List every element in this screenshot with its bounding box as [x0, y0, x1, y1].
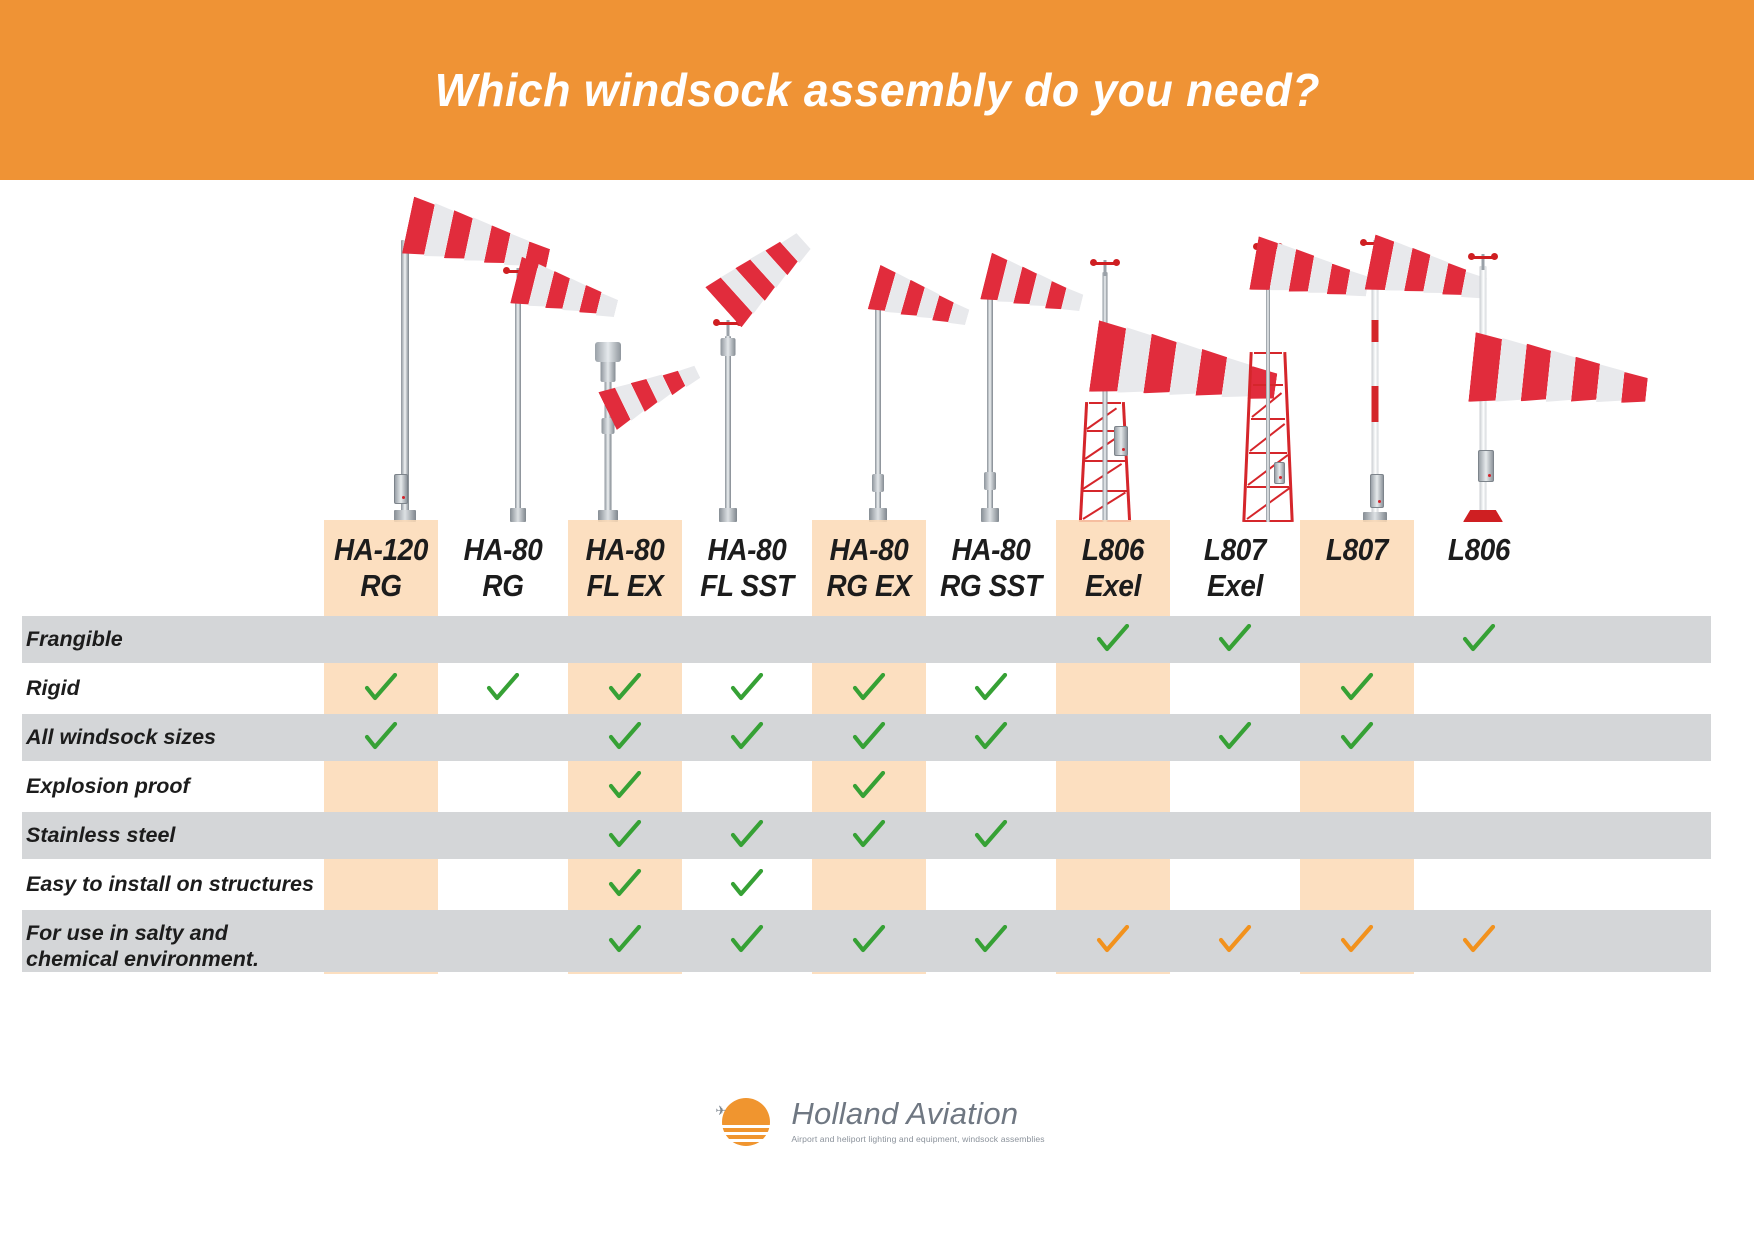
row-stripe	[22, 616, 1711, 663]
column-header-line1: HA-80	[707, 532, 787, 567]
column-header-line1: HA-80	[829, 532, 909, 567]
check-icon	[690, 672, 804, 703]
row-label-6: Easy to install on structures	[26, 871, 314, 896]
column-header-line1: HA-120	[334, 532, 428, 567]
column-header-line1: L807	[1325, 532, 1389, 567]
footer-logo: ✈ Holland Aviation Airport and heliport …	[0, 1095, 1754, 1152]
check-icon	[934, 672, 1048, 703]
check-icon	[934, 819, 1048, 850]
column-header-line1: L806	[1081, 532, 1145, 567]
product-image-ha80-rg-ex	[848, 282, 908, 522]
product-image-ha80-rg	[488, 272, 548, 522]
check-icon	[568, 819, 682, 850]
check-icon	[568, 868, 682, 899]
check-icon	[812, 672, 926, 703]
column-header-6: HA-80 RG SST	[940, 532, 1043, 605]
header-band: Which windsock assembly do you need?	[0, 0, 1754, 180]
column-header-1: HA-120 RG	[330, 532, 433, 605]
page-title: Which windsock assembly do you need?	[434, 64, 1320, 116]
holland-aviation-sun-icon: ✈	[709, 1095, 784, 1147]
row-stripe	[22, 714, 1711, 761]
airplane-icon: ✈	[715, 1103, 727, 1118]
check-icon	[812, 770, 926, 801]
check-icon	[1056, 925, 1170, 955]
column-header-line2: FL EX	[586, 568, 664, 604]
product-illustration-strip	[360, 182, 1620, 522]
column-header-9: L807	[1306, 532, 1409, 568]
product-image-l806-exel	[1060, 259, 1150, 522]
check-icon	[934, 721, 1048, 752]
check-icon	[446, 672, 560, 703]
column-header-line1: L807	[1203, 532, 1267, 567]
check-icon	[690, 925, 804, 955]
column-header-3: HA-80 FL EX	[574, 532, 677, 605]
check-icon	[690, 721, 804, 752]
column-header-5: HA-80 RG EX	[818, 532, 921, 605]
column-header-line1: HA-80	[951, 532, 1031, 567]
row-label-line1: For use in salty and	[26, 921, 228, 945]
row-stripe	[22, 910, 1711, 972]
check-icon	[934, 925, 1048, 955]
check-icon	[1056, 623, 1170, 654]
check-icon	[1300, 672, 1414, 703]
column-header-line1: HA-80	[585, 532, 665, 567]
row-label-1: Frangible	[26, 626, 123, 651]
row-label-4: Explosion proof	[26, 773, 190, 798]
row-label-line2: chemical environment.	[26, 947, 259, 972]
product-image-ha120-rg	[370, 230, 440, 522]
check-icon	[568, 925, 682, 955]
check-icon	[1178, 721, 1292, 752]
logo-tagline: Airport and heliport lighting and equipm…	[791, 1134, 1045, 1144]
check-icon	[1178, 623, 1292, 654]
check-icon	[812, 925, 926, 955]
column-header-line2: Exel	[1085, 568, 1141, 604]
check-icon	[690, 868, 804, 899]
check-icon	[1422, 623, 1536, 654]
check-icon	[568, 770, 682, 801]
table-grid: HA-120 RG HA-80 RG HA-80 FL EX HA-80 FL SST HA-8…	[0, 520, 1754, 971]
column-header-line1: HA-80	[463, 532, 543, 567]
column-header-2: HA-80 RG	[452, 532, 555, 605]
row-label-7: For use in salty and chemical environment…	[26, 920, 326, 972]
check-icon	[1300, 925, 1414, 955]
check-icon	[1178, 925, 1292, 955]
check-icon	[812, 819, 926, 850]
row-label-3: All windsock sizes	[26, 724, 216, 749]
column-header-7: L806 Exel	[1062, 532, 1165, 605]
column-header-line2: RG SST	[940, 568, 1042, 604]
row-label-5: Stainless steel	[26, 822, 176, 847]
column-header-8: L807 Exel	[1184, 532, 1287, 605]
product-image-l807	[1340, 250, 1410, 522]
column-header-line2: Exel	[1207, 568, 1263, 604]
column-header-line2: RG	[482, 568, 524, 604]
product-image-ha80-fl-sst	[698, 324, 758, 522]
row-label-2: Rigid	[26, 675, 80, 700]
column-header-line1: L806	[1447, 532, 1511, 567]
column-header-line2: RG EX	[826, 568, 912, 604]
row-stripe	[22, 812, 1711, 859]
check-icon	[1300, 721, 1414, 752]
check-icon	[568, 721, 682, 752]
comparison-table: HA-120 RG HA-80 RG HA-80 FL EX HA-80 FL SST HA-8…	[0, 520, 1754, 974]
check-icon	[812, 721, 926, 752]
check-icon	[324, 721, 438, 752]
column-header-line2: FL SST	[700, 568, 794, 604]
check-icon	[568, 672, 682, 703]
product-image-ha80-fl-ex	[578, 342, 638, 522]
check-icon	[1422, 925, 1536, 955]
column-header-line2: RG	[360, 568, 402, 604]
check-icon	[324, 672, 438, 703]
product-image-l806	[1438, 253, 1528, 522]
check-icon	[690, 819, 804, 850]
logo-company-name: Holland Aviation	[791, 1096, 1019, 1131]
column-header-4: HA-80 FL SST	[696, 532, 799, 605]
column-header-10: L806	[1428, 532, 1531, 568]
product-image-l807-exel	[1228, 252, 1308, 522]
product-image-ha80-rg-sst	[960, 274, 1020, 522]
